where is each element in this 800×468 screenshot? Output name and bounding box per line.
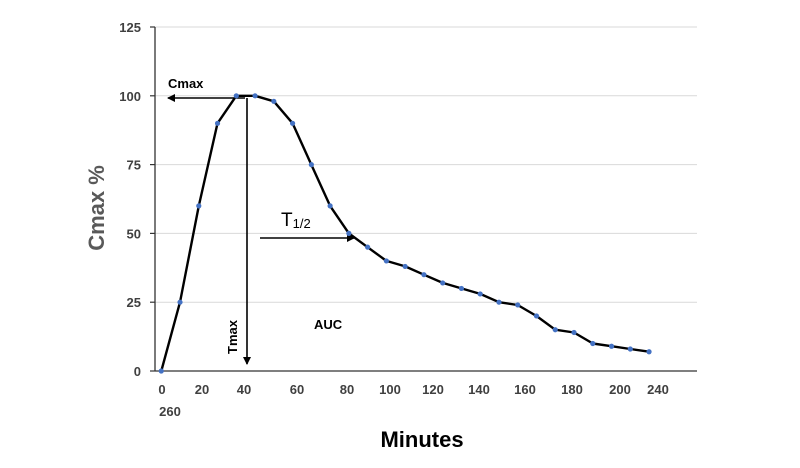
data-point xyxy=(590,340,596,347)
x-tick-label: 200 xyxy=(609,382,631,397)
x-tick-label: 160 xyxy=(514,382,536,397)
data-point xyxy=(289,120,296,126)
series-markers xyxy=(158,93,652,374)
x-tick-label: 80 xyxy=(340,382,354,397)
data-point xyxy=(214,120,221,126)
data-point xyxy=(271,98,277,104)
x-tick-labels: 0 20 40 60 80 100 120 140 160 180 200 240 260 xyxy=(158,382,668,419)
x-tick-label: 100 xyxy=(379,382,401,397)
cmax-label: Cmax xyxy=(168,76,204,91)
data-point xyxy=(177,299,183,305)
data-point xyxy=(646,349,652,355)
y-tick-label: 25 xyxy=(127,295,141,310)
axes xyxy=(150,26,697,372)
x-tick-label: 140 xyxy=(468,382,490,397)
x-tick-label: 240 xyxy=(647,382,669,397)
data-point xyxy=(421,272,427,278)
data-point xyxy=(627,346,633,352)
data-point xyxy=(346,230,352,236)
x-tick-label: 40 xyxy=(237,382,251,397)
data-point xyxy=(402,263,408,270)
data-point xyxy=(552,327,558,333)
y-tick-label: 50 xyxy=(127,226,141,241)
data-point xyxy=(308,162,314,168)
x-tick-label: 120 xyxy=(422,382,444,397)
data-point xyxy=(365,244,371,250)
data-point xyxy=(477,291,483,297)
data-point xyxy=(571,329,577,336)
data-point xyxy=(515,302,521,308)
auc-label: AUC xyxy=(314,317,343,332)
data-point xyxy=(458,285,465,292)
data-point xyxy=(383,258,389,264)
data-point xyxy=(440,280,446,286)
tmax-label: Tmax xyxy=(225,319,240,354)
y-tick-label: 125 xyxy=(119,20,141,35)
data-point xyxy=(496,299,502,305)
data-point xyxy=(158,368,164,374)
t-half-label: T1/2 xyxy=(281,210,311,231)
data-point xyxy=(608,343,615,349)
data-point xyxy=(327,203,333,209)
data-point xyxy=(533,313,540,319)
gridlines xyxy=(155,26,697,303)
x-tick-label: 0 xyxy=(158,382,165,397)
data-point xyxy=(233,93,239,99)
data-point xyxy=(252,93,258,99)
x-tick-label-overflow: 260 xyxy=(159,404,181,419)
x-axis-title: Minutes xyxy=(380,427,463,452)
y-axis-title: Cmax % xyxy=(84,165,109,251)
y-tick-label: 100 xyxy=(119,89,141,104)
x-tick-label: 20 xyxy=(195,382,209,397)
y-tick-label: 75 xyxy=(127,158,141,173)
x-tick-label: 60 xyxy=(290,382,304,397)
data-point xyxy=(196,203,202,209)
x-tick-label: 180 xyxy=(561,382,583,397)
y-tick-label: 0 xyxy=(134,364,141,379)
y-tick-labels: 0 25 50 75 100 125 xyxy=(119,20,141,379)
